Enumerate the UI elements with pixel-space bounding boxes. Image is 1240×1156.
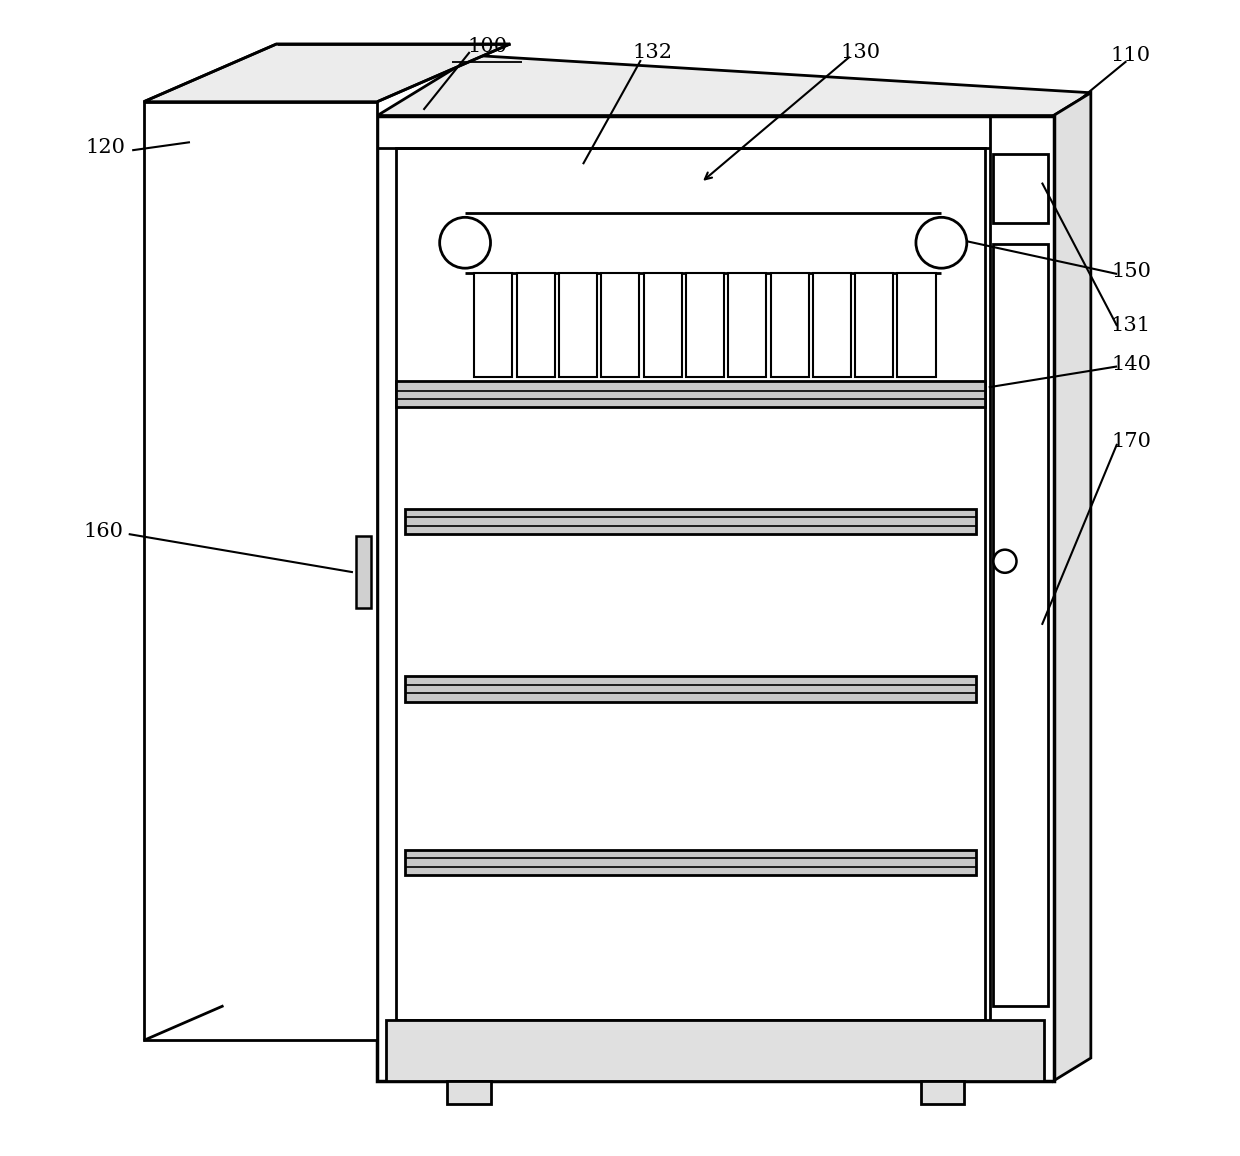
- Text: 150: 150: [1111, 262, 1151, 281]
- Text: 170: 170: [1111, 432, 1151, 451]
- Bar: [517, 273, 554, 377]
- Bar: [405, 676, 976, 702]
- Bar: [644, 273, 682, 377]
- Text: 140: 140: [1111, 355, 1151, 373]
- Bar: [559, 273, 598, 377]
- Text: 130: 130: [841, 43, 880, 61]
- Bar: [728, 273, 766, 377]
- Bar: [475, 273, 512, 377]
- Text: 160: 160: [83, 523, 123, 541]
- Bar: [396, 148, 986, 1020]
- Text: 131: 131: [1111, 317, 1151, 335]
- Circle shape: [916, 217, 967, 268]
- Bar: [446, 1081, 491, 1104]
- Bar: [770, 273, 808, 377]
- Bar: [920, 1081, 965, 1104]
- Circle shape: [993, 550, 1017, 572]
- Polygon shape: [377, 55, 1091, 116]
- Bar: [396, 381, 986, 407]
- Bar: [813, 273, 851, 377]
- Circle shape: [440, 217, 491, 268]
- Bar: [993, 244, 1048, 1006]
- Bar: [898, 273, 936, 377]
- Polygon shape: [144, 44, 510, 102]
- Bar: [601, 273, 640, 377]
- Text: 132: 132: [632, 43, 672, 61]
- Bar: [993, 154, 1048, 223]
- Bar: [377, 116, 1054, 1081]
- Bar: [387, 1020, 1044, 1081]
- Text: 100: 100: [467, 37, 507, 55]
- Text: 110: 110: [1111, 46, 1151, 65]
- Text: 120: 120: [86, 139, 125, 157]
- Bar: [356, 536, 372, 608]
- Bar: [686, 273, 724, 377]
- Bar: [405, 509, 976, 534]
- Bar: [144, 102, 377, 1040]
- Bar: [856, 273, 893, 377]
- Bar: [405, 850, 976, 875]
- Polygon shape: [1054, 92, 1091, 1081]
